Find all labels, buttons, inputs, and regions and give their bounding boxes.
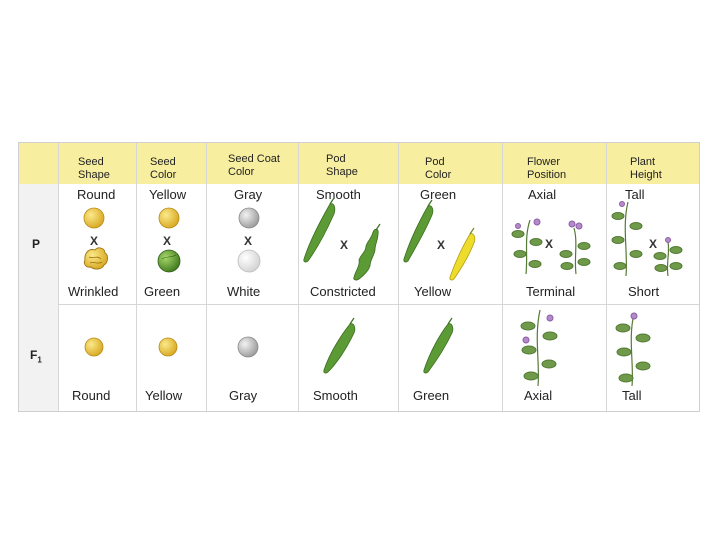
header-seed-shape: Seed Shape <box>78 156 110 181</box>
header-seed-color: Seed Color <box>150 156 177 181</box>
column-divider <box>502 142 503 412</box>
axial-flower-plant-icon <box>520 309 558 387</box>
f1-pod-shape: Smooth <box>313 388 358 403</box>
p-dominant-pod-shape: Smooth <box>316 187 361 202</box>
white-seed-icon <box>237 249 261 273</box>
header-pod-shape: Pod Shape <box>326 153 358 178</box>
green-pod-icon <box>403 199 434 263</box>
axial-flower-plant-icon <box>511 218 543 275</box>
header-seed-coat-color: Seed Coat Color <box>228 153 280 178</box>
green-pod-icon <box>423 317 454 374</box>
mendel-traits-figure: Seed Shape Seed Color Seed Coat Color Po… <box>18 142 700 412</box>
p-dominant-seed-shape: Round <box>77 187 116 202</box>
column-divider <box>606 142 607 412</box>
p-recessive-pod-shape: Constricted <box>310 284 376 299</box>
tall-plant-icon <box>615 312 651 387</box>
f1-seed-coat-color: Gray <box>229 388 258 403</box>
p-recessive-seed-coat-color: White <box>227 284 261 299</box>
header-band <box>18 142 700 184</box>
smooth-pod-icon <box>303 197 336 263</box>
cross-symbol: X <box>437 238 446 252</box>
p-recessive-flower-position: Terminal <box>526 284 576 299</box>
terminal-flower-plant-icon <box>559 220 591 275</box>
yellow-pod-icon <box>449 227 476 281</box>
p-dominant-seed-coat-color: Gray <box>234 187 263 202</box>
p-recessive-plant-height: Short <box>628 284 660 299</box>
generation-column <box>18 184 58 412</box>
yellow-seed-icon <box>158 337 178 357</box>
f1-flower-position: Axial <box>524 388 553 403</box>
cross-symbol: X <box>244 234 253 248</box>
column-divider <box>58 142 59 412</box>
f1-seed-color: Yellow <box>145 388 183 403</box>
generation-label-f1: F1 <box>30 348 42 365</box>
f1-plant-height: Tall <box>622 388 642 403</box>
column-divider <box>398 142 399 412</box>
yellow-seed-icon <box>158 207 180 229</box>
column-divider <box>206 142 207 412</box>
column-divider <box>136 142 137 412</box>
cross-symbol: X <box>163 234 172 248</box>
column-divider <box>298 142 299 412</box>
p-recessive-seed-shape: Wrinkled <box>68 284 119 299</box>
tall-plant-icon <box>611 201 643 277</box>
f1-seed-shape: Round <box>72 388 111 403</box>
header-flower-position: Flower Position <box>527 156 567 181</box>
smooth-pod-icon <box>323 317 356 374</box>
p-dominant-flower-position: Axial <box>528 187 557 202</box>
constricted-pod-icon <box>353 223 381 281</box>
round-seed-icon <box>83 207 105 229</box>
figure-border <box>18 142 700 412</box>
cross-symbol: X <box>649 237 658 251</box>
p-dominant-plant-height: Tall <box>625 187 645 202</box>
gray-seed-icon <box>238 207 260 229</box>
f1-pod-color: Green <box>413 388 450 403</box>
round-seed-icon <box>84 337 104 357</box>
cross-symbol: X <box>90 234 99 248</box>
p-dominant-seed-color: Yellow <box>149 187 187 202</box>
trait-illustrations <box>83 197 683 387</box>
green-seed-icon <box>157 249 181 273</box>
generation-label-p: P <box>32 237 41 251</box>
wrinkled-seed-icon <box>83 247 108 270</box>
cross-symbol: X <box>545 237 554 251</box>
gray-seed-icon <box>237 336 259 358</box>
header-plant-height: Plant Height <box>630 156 662 181</box>
header-pod-color: Pod Color <box>425 156 452 181</box>
row-divider <box>58 304 700 305</box>
cross-symbol: X <box>340 238 349 252</box>
short-plant-icon <box>653 237 683 277</box>
p-dominant-pod-color: Green <box>420 187 457 202</box>
p-recessive-pod-color: Yellow <box>414 284 452 299</box>
p-recessive-seed-color: Green <box>144 284 181 299</box>
